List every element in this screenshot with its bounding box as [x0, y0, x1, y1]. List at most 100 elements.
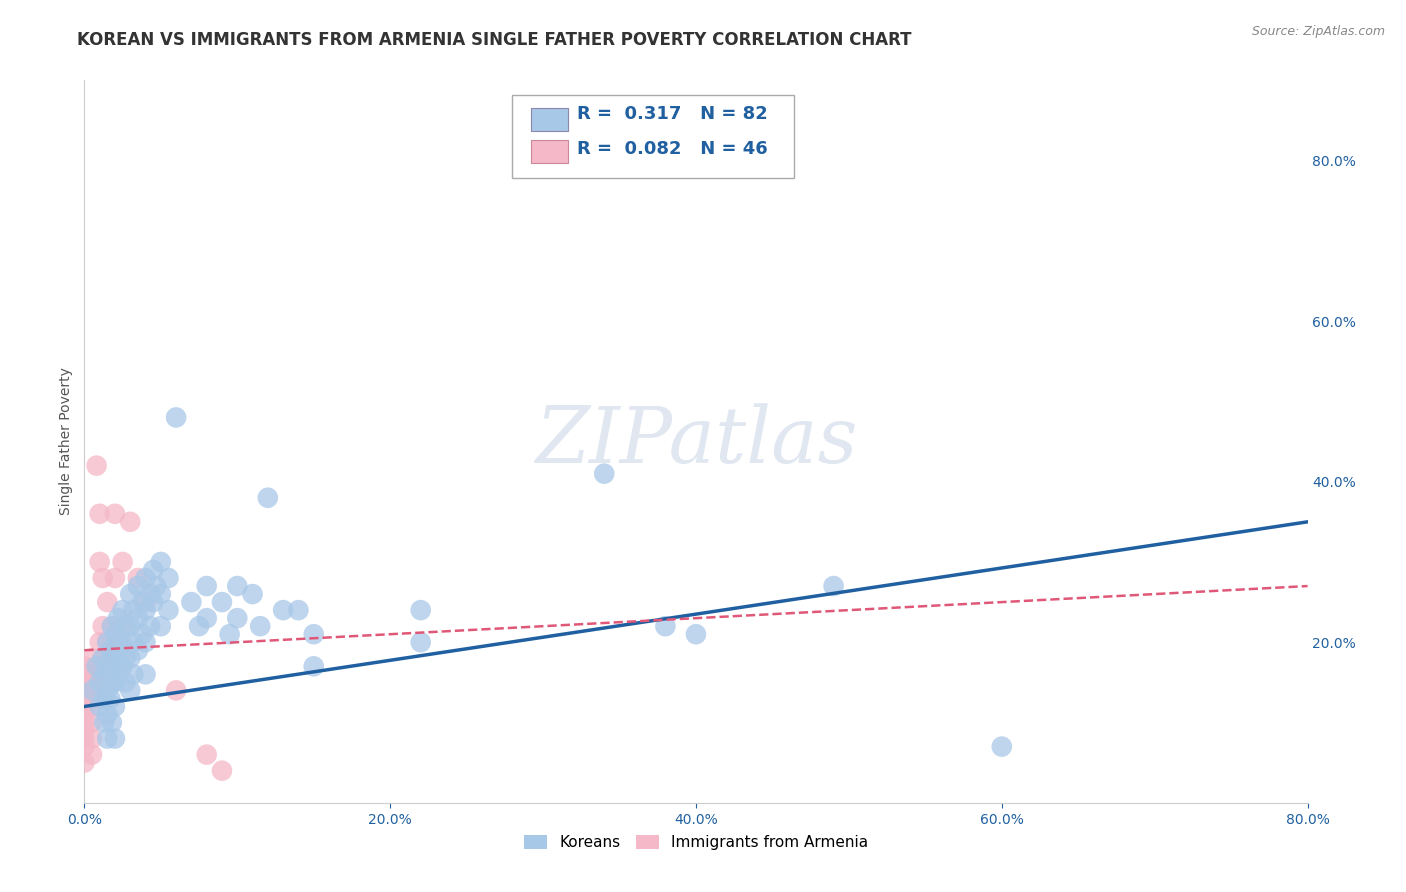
Text: KOREAN VS IMMIGRANTS FROM ARMENIA SINGLE FATHER POVERTY CORRELATION CHART: KOREAN VS IMMIGRANTS FROM ARMENIA SINGLE…	[77, 31, 912, 49]
Point	[80, 715, 103, 730]
Point	[86, 659, 108, 673]
Y-axis label: Single Father Poverty: Single Father Poverty	[59, 368, 73, 516]
Point	[271, 603, 294, 617]
Point	[120, 683, 142, 698]
Point	[127, 611, 149, 625]
Point	[101, 715, 124, 730]
Point	[218, 627, 240, 641]
Point	[73, 659, 96, 673]
Point	[91, 619, 114, 633]
Point	[242, 587, 264, 601]
Point	[257, 491, 280, 505]
FancyBboxPatch shape	[531, 108, 568, 131]
Point	[96, 707, 118, 722]
Point	[91, 571, 114, 585]
FancyBboxPatch shape	[531, 140, 568, 163]
Point	[122, 603, 145, 617]
Point	[142, 595, 165, 609]
Point	[93, 715, 115, 730]
Text: Source: ZipAtlas.com: Source: ZipAtlas.com	[1251, 25, 1385, 38]
Point	[211, 764, 233, 778]
Point	[149, 555, 172, 569]
Point	[73, 715, 96, 730]
Point	[108, 659, 131, 673]
Point	[188, 619, 211, 633]
Point	[111, 635, 134, 649]
Point	[195, 747, 218, 762]
Point	[96, 659, 118, 673]
Point	[80, 683, 103, 698]
Point	[80, 683, 103, 698]
Point	[104, 731, 127, 746]
Point	[127, 579, 149, 593]
Point	[101, 675, 124, 690]
Point	[157, 571, 180, 585]
Point	[157, 603, 180, 617]
Point	[991, 739, 1014, 754]
Point	[149, 619, 172, 633]
Point	[96, 635, 118, 649]
Point	[120, 515, 142, 529]
Point	[86, 675, 108, 690]
Point	[101, 619, 124, 633]
Point	[93, 667, 115, 681]
Point	[135, 635, 157, 649]
Point	[98, 643, 121, 657]
Point	[101, 651, 124, 665]
Point	[685, 627, 707, 641]
Point	[73, 683, 96, 698]
Point	[135, 571, 157, 585]
Point	[211, 595, 233, 609]
Point	[226, 579, 249, 593]
Point	[98, 667, 121, 681]
Point	[96, 635, 118, 649]
Point	[127, 571, 149, 585]
Point	[114, 619, 136, 633]
Point	[226, 611, 249, 625]
Point	[165, 683, 187, 698]
Point	[127, 643, 149, 657]
Point	[409, 635, 432, 649]
Point	[195, 611, 218, 625]
Point	[131, 627, 153, 641]
FancyBboxPatch shape	[513, 95, 794, 178]
Point	[73, 707, 96, 722]
Point	[86, 458, 108, 473]
Point	[139, 619, 162, 633]
Point	[89, 507, 111, 521]
Point	[120, 651, 142, 665]
Point	[114, 675, 136, 690]
Point	[89, 635, 111, 649]
Point	[107, 611, 129, 625]
Point	[409, 603, 432, 617]
Point	[104, 635, 127, 649]
Point	[302, 627, 325, 641]
Point	[91, 651, 114, 665]
Text: R =  0.317   N = 82: R = 0.317 N = 82	[578, 105, 768, 123]
Point	[165, 410, 187, 425]
Point	[180, 595, 202, 609]
Point	[89, 699, 111, 714]
Point	[89, 555, 111, 569]
Point	[111, 659, 134, 673]
Point	[104, 699, 127, 714]
Point	[654, 619, 676, 633]
Point	[114, 651, 136, 665]
Point	[89, 675, 111, 690]
Point	[80, 651, 103, 665]
Point	[104, 507, 127, 521]
Point	[145, 579, 167, 593]
Point	[120, 619, 142, 633]
Legend: Koreans, Immigrants from Armenia: Koreans, Immigrants from Armenia	[517, 830, 875, 856]
Point	[593, 467, 616, 481]
Point	[139, 587, 162, 601]
Point	[149, 587, 172, 601]
Point	[135, 603, 157, 617]
Point	[86, 659, 108, 673]
Point	[73, 667, 96, 681]
Point	[104, 627, 127, 641]
Point	[96, 667, 118, 681]
Point	[96, 595, 118, 609]
Point	[302, 659, 325, 673]
Point	[91, 651, 114, 665]
